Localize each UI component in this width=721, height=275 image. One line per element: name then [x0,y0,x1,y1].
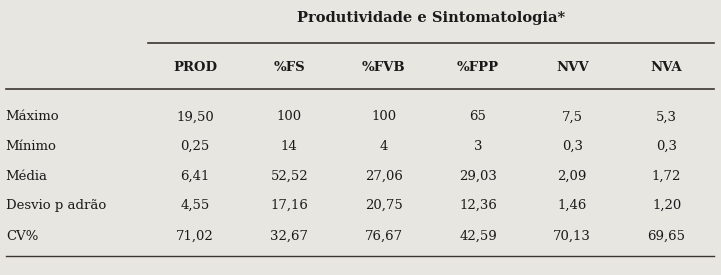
Text: 6,41: 6,41 [180,169,210,183]
Text: NVV: NVV [556,61,588,74]
Text: 1,72: 1,72 [652,169,681,183]
Text: 5,3: 5,3 [656,110,677,123]
Text: 4: 4 [379,140,388,153]
Text: 19,50: 19,50 [176,110,214,123]
Text: 0,3: 0,3 [562,140,583,153]
Text: 0,25: 0,25 [180,140,210,153]
Text: Máximo: Máximo [6,110,59,123]
Text: %FVB: %FVB [362,61,405,74]
Text: 65: 65 [469,110,487,123]
Text: CV%: CV% [6,230,38,243]
Text: Média: Média [6,169,48,183]
Text: 70,13: 70,13 [553,230,591,243]
Text: 42,59: 42,59 [459,230,497,243]
Text: 69,65: 69,65 [647,230,686,243]
Text: 71,02: 71,02 [176,230,214,243]
Text: 52,52: 52,52 [270,169,308,183]
Text: 32,67: 32,67 [270,230,309,243]
Text: 27,06: 27,06 [365,169,402,183]
Text: 100: 100 [371,110,397,123]
Text: 20,75: 20,75 [365,199,402,212]
Text: NVA: NVA [651,61,683,74]
Text: 3: 3 [474,140,482,153]
Text: 76,67: 76,67 [365,230,403,243]
Text: %FPP: %FPP [457,61,499,74]
Text: Produtividade e Sintomatologia*: Produtividade e Sintomatologia* [297,11,565,25]
Text: 4,55: 4,55 [180,199,210,212]
Text: 7,5: 7,5 [562,110,583,123]
Text: 0,3: 0,3 [656,140,677,153]
Text: 1,46: 1,46 [557,199,587,212]
Text: Desvio p adrão: Desvio p adrão [6,199,106,212]
Text: 2,09: 2,09 [557,169,587,183]
Text: %FS: %FS [273,61,305,74]
Text: PROD: PROD [173,61,217,74]
Text: 29,03: 29,03 [459,169,497,183]
Text: 14: 14 [281,140,298,153]
Text: 17,16: 17,16 [270,199,309,212]
Text: 1,20: 1,20 [652,199,681,212]
Text: 100: 100 [277,110,302,123]
Text: 12,36: 12,36 [459,199,497,212]
Text: Mínimo: Mínimo [6,140,57,153]
